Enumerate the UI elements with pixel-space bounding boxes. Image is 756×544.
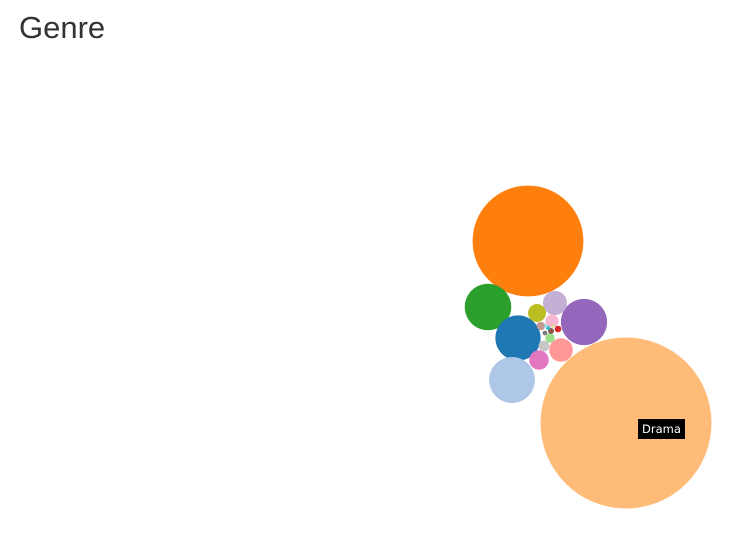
tooltip-background: [638, 419, 685, 439]
bubble[interactable]: [551, 324, 555, 328]
bubble[interactable]: [542, 290, 568, 316]
bubble[interactable]: [529, 350, 549, 370]
bubble[interactable]: [495, 315, 541, 361]
bubble[interactable]: [464, 283, 512, 331]
tooltip-label: Drama: [642, 422, 681, 436]
bubble[interactable]: [542, 330, 548, 336]
bubble[interactable]: [538, 340, 550, 352]
bubble-tooltip: Drama: [638, 419, 685, 439]
bubble[interactable]: [536, 321, 546, 331]
bubble[interactable]: [549, 338, 573, 362]
bubble[interactable]: [545, 314, 559, 328]
bubble[interactable]: [560, 298, 608, 346]
chart-title: Genre: [19, 10, 106, 45]
bubble[interactable]: [548, 328, 554, 334]
bubble[interactable]: [540, 337, 712, 509]
bubble[interactable]: [472, 185, 584, 297]
bubble[interactable]: [528, 304, 546, 322]
bubble[interactable]: [545, 333, 555, 343]
bubble[interactable]: [554, 325, 562, 333]
bubble[interactable]: [489, 357, 535, 403]
bubble[interactable]: [544, 324, 548, 328]
